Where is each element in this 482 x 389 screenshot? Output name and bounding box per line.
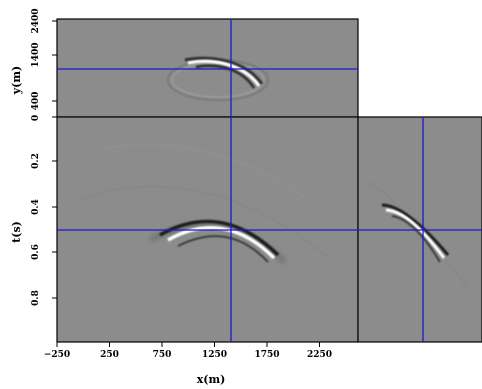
time-slice-background [57,19,358,117]
x-tick-label: 1750 [254,350,279,360]
t-tick-label: 0.2 [31,153,41,169]
y-tick-label: 400 [31,92,41,111]
slice-event-dark [184,56,264,85]
x-tick-label: 2250 [307,350,332,360]
t-tick-label: 0.4 [31,199,41,215]
x-tick-label: 250 [100,350,119,360]
x-tick-label: 1250 [202,350,227,360]
t-tick-label: 0.8 [31,290,41,306]
t-tick-label: 0.6 [31,244,41,260]
y-axis-label: y(m) [10,66,23,95]
y-axis: 2400 1400 400 y(m) [10,8,57,110]
inline-event-bright [167,226,276,260]
t-tick-label: 0 [31,115,41,121]
x-tick-label: 750 [153,350,172,360]
inline-event-dark-2 [177,235,269,263]
x-tick-label: −250 [44,350,70,360]
inline-faint-curve-2 [99,144,321,211]
t-axis: 0 0.2 0.4 0.6 0.8 t(s) [10,115,57,306]
crossline-event-bright [385,208,446,259]
crossline-event-dark [381,203,450,256]
x-axis: −250 250 750 1250 1750 2250 x(m) [44,342,332,386]
crosshair-lines [57,19,482,342]
y-tick-label: 1400 [31,42,41,67]
slice-event-bright [187,59,261,87]
y-tick-label: 2400 [31,8,41,33]
time-slice-panel [56,18,359,118]
crossline-event-dark-2 [391,215,441,263]
t-axis-label: t(s) [10,221,23,243]
inline-faint-curve-1 [79,186,331,261]
x-axis-label: x(m) [197,373,226,386]
